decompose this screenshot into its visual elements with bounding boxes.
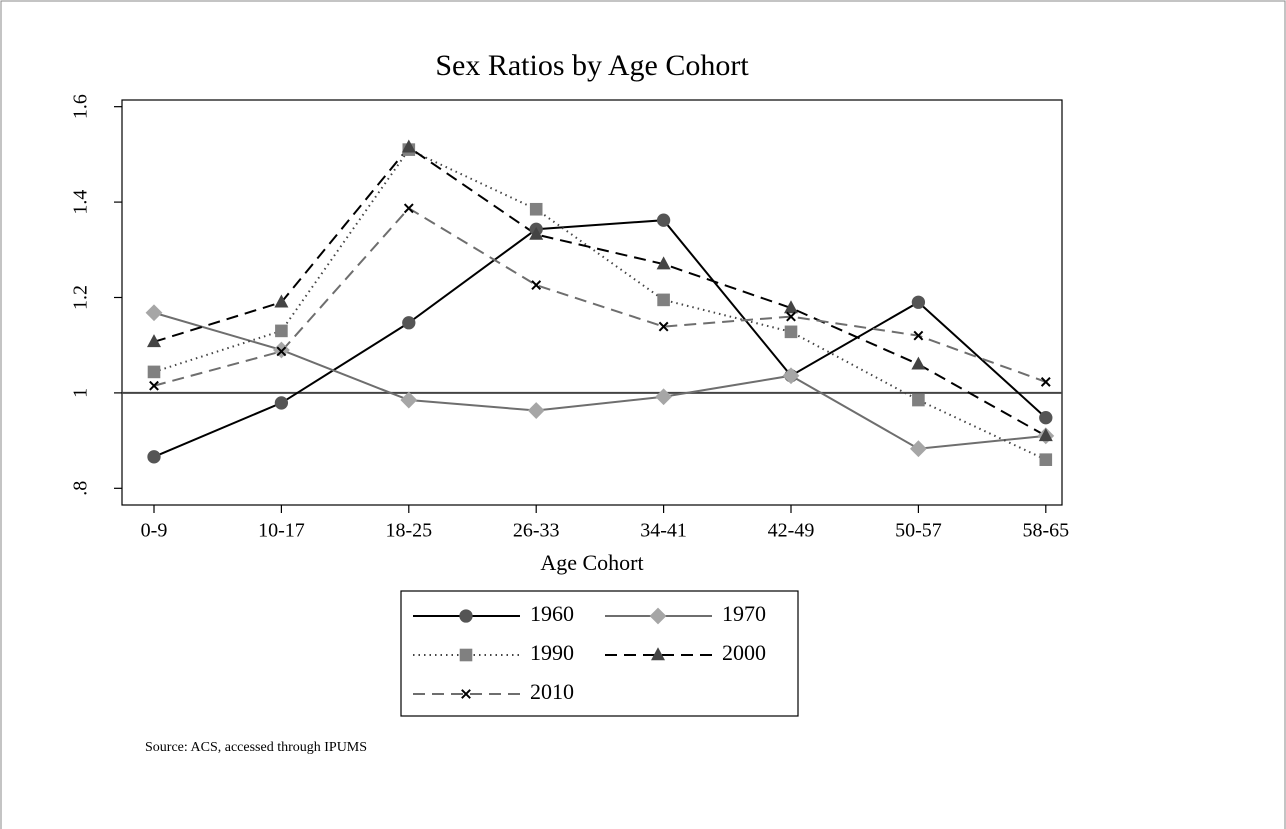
data-point — [786, 311, 796, 322]
data-point — [274, 396, 289, 410]
data-point — [1040, 377, 1051, 387]
y-tick-label: 1.6 — [70, 94, 92, 119]
y-tick-label: 1 — [70, 388, 92, 398]
chart-title: Sex Ratios by Age Cohort — [435, 49, 749, 82]
data-point — [655, 388, 672, 406]
legend-label: 1960 — [530, 601, 574, 626]
plot-area — [121, 99, 1063, 506]
legend-marker — [461, 689, 471, 699]
legend-marker — [651, 647, 665, 661]
source-note: Source: ACS, accessed through IPUMS — [145, 740, 367, 755]
x-tick-label: 50-57 — [895, 520, 942, 542]
data-point — [912, 393, 925, 407]
series-line — [153, 145, 1047, 437]
data-point — [784, 325, 798, 339]
x-tick-label: 58-65 — [1022, 520, 1069, 542]
data-point — [657, 293, 670, 307]
y-tick-label: 1.4 — [70, 190, 92, 215]
y-tick-label: .8 — [70, 481, 92, 496]
data-point — [273, 341, 290, 359]
x-axis-title: Age Cohort — [540, 550, 643, 575]
legend-marker — [459, 648, 473, 662]
x-tick-label: 0-9 — [141, 520, 168, 542]
data-point — [402, 316, 416, 330]
x-tick-label: 10-17 — [258, 520, 305, 542]
data-point — [149, 380, 159, 391]
data-point — [658, 321, 669, 332]
data-point — [529, 226, 544, 240]
y-tick-label: 1.2 — [70, 285, 92, 310]
data-point — [1039, 411, 1053, 425]
data-point — [275, 324, 288, 338]
legend-label: 2010 — [530, 679, 574, 704]
legend-label: 2000 — [722, 640, 766, 665]
data-point — [400, 391, 418, 409]
data-point — [403, 203, 414, 214]
legend-marker — [459, 609, 473, 623]
data-point — [147, 450, 161, 464]
series-line — [153, 311, 1046, 450]
series-line — [153, 219, 1047, 458]
series-line — [153, 148, 1047, 461]
data-point — [145, 304, 163, 322]
data-point — [656, 256, 671, 270]
series-line — [153, 207, 1047, 387]
data-point — [784, 300, 798, 314]
data-point — [656, 213, 671, 227]
x-tick-label: 42-49 — [768, 520, 815, 542]
x-tick-label: 18-25 — [385, 520, 432, 542]
data-point — [147, 365, 161, 379]
data-point — [911, 356, 926, 370]
data-point — [531, 280, 542, 290]
x-tick-label: 26-33 — [513, 520, 560, 542]
x-tick-label: 34-41 — [640, 520, 687, 542]
data-point — [913, 330, 924, 341]
legend-marker — [649, 607, 667, 625]
data-point — [401, 139, 416, 153]
data-point — [276, 346, 287, 357]
data-point — [1039, 453, 1053, 466]
data-point — [527, 402, 545, 419]
data-point — [529, 202, 543, 216]
data-point — [147, 334, 161, 348]
data-point — [910, 440, 927, 458]
data-point — [274, 294, 289, 308]
legend-label: 1970 — [722, 601, 766, 626]
data-point — [1038, 428, 1053, 442]
data-point — [782, 367, 800, 385]
legend-label: 1990 — [530, 640, 574, 665]
data-point — [911, 295, 926, 309]
